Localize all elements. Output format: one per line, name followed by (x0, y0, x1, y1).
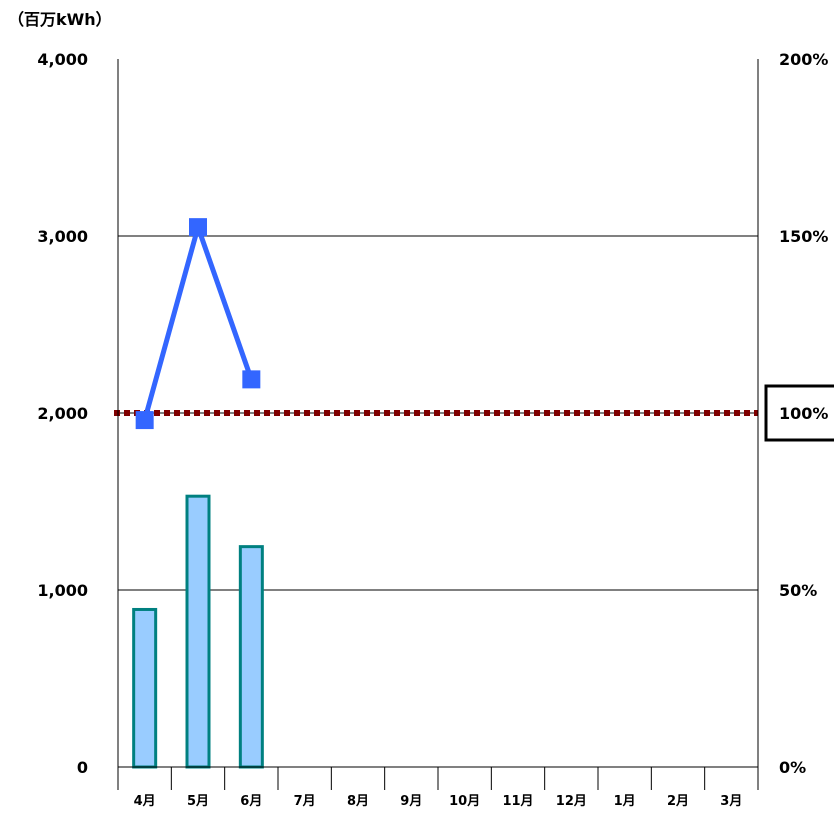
bar (185, 494, 211, 769)
right-tick-label: 0% (779, 758, 806, 777)
bar (132, 607, 158, 769)
line-marker (135, 411, 154, 430)
right-tick-label: 150% (779, 227, 828, 246)
left-tick-label: 3,000 (37, 227, 88, 246)
category-label: 8月 (347, 794, 369, 809)
left-tick-label: 0 (77, 758, 88, 777)
left-tick-label: 2,000 (37, 404, 88, 423)
line-marker (242, 370, 261, 389)
category-label: 9月 (400, 794, 422, 809)
category-label: 11月 (502, 794, 533, 809)
right-axis-ticks: 0% 50% 100% 150% 200% (764, 50, 834, 777)
bar-series (132, 494, 264, 769)
line-marker (189, 218, 207, 237)
category-label: 3月 (720, 794, 742, 809)
category-label: 12月 (556, 794, 587, 809)
category-label: 7月 (294, 794, 316, 809)
right-tick-label: 200% (779, 50, 828, 69)
left-tick-label: 4,000 (37, 50, 88, 69)
category-label: 5月 (187, 794, 209, 809)
left-axis-ticks: 0 1,000 2,000 3,000 4,000 (37, 50, 88, 777)
right-tick-label: 50% (779, 581, 817, 600)
category-label: 2月 (667, 794, 689, 809)
series-line (142, 218, 254, 421)
right-tick-label: 100% (779, 404, 828, 423)
unit-label: （百万kWh） (8, 10, 112, 29)
category-label: 10月 (449, 794, 480, 809)
left-tick-label: 1,000 (37, 581, 88, 600)
bar (238, 545, 264, 769)
line-series (135, 218, 261, 430)
category-axis: 4月 5月 6月 7月 8月 9月 10月 11月 12月 1月 2月 3月 (117, 767, 759, 809)
category-label: 1月 (614, 794, 636, 809)
category-label: 4月 (134, 794, 156, 809)
category-label: 6月 (240, 794, 262, 809)
highlighted-tick-box (764, 384, 834, 442)
